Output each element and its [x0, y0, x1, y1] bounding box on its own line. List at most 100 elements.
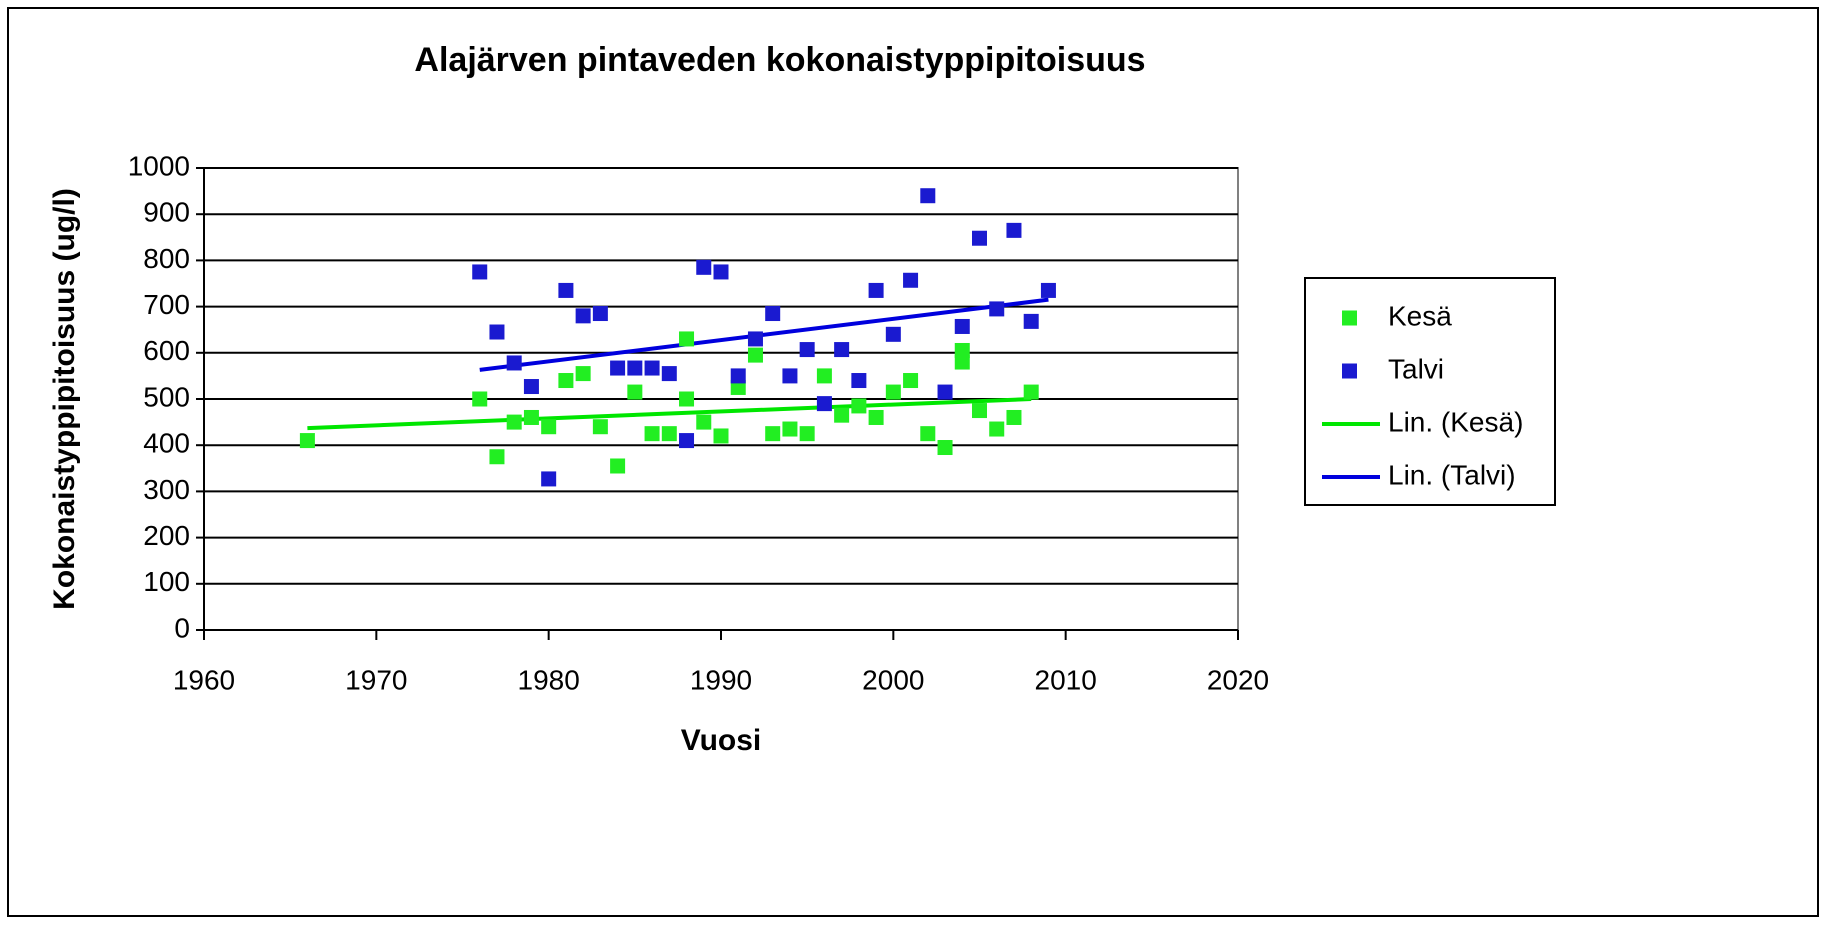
point — [1023, 313, 1039, 329]
point — [799, 342, 815, 358]
point — [765, 426, 781, 442]
point — [558, 373, 574, 389]
point — [696, 414, 712, 430]
x-tick-label: 1990 — [690, 664, 752, 695]
trend-line — [307, 397, 1032, 431]
point — [558, 282, 574, 298]
point — [972, 230, 987, 246]
point — [799, 426, 815, 442]
point — [523, 379, 539, 395]
x-tick-label: 1960 — [173, 664, 235, 695]
point — [816, 368, 832, 384]
x-tick-label: 1980 — [518, 664, 580, 695]
y-tick-label: 500 — [143, 381, 190, 412]
point — [610, 458, 626, 474]
point — [644, 426, 660, 442]
point — [765, 306, 781, 322]
point — [1006, 222, 1022, 238]
point — [592, 306, 608, 322]
point — [868, 282, 884, 298]
trend-line — [479, 297, 1049, 372]
point — [851, 398, 867, 414]
y-tick-label: 700 — [143, 289, 190, 320]
point — [541, 471, 557, 487]
legend-label: Lin. (Talvi) — [1388, 459, 1516, 490]
point — [937, 440, 953, 456]
y-tick-label: 400 — [143, 428, 190, 459]
point — [851, 373, 867, 389]
point — [506, 355, 522, 371]
y-tick-label: 100 — [143, 566, 190, 597]
point — [782, 421, 798, 437]
y-tick-label: 900 — [143, 197, 190, 228]
point — [627, 360, 643, 376]
point — [937, 384, 953, 400]
point — [730, 379, 746, 395]
point — [299, 433, 315, 449]
point — [713, 428, 729, 444]
point — [954, 342, 970, 358]
point — [903, 272, 919, 288]
x-tick-label: 2000 — [862, 664, 924, 695]
point — [834, 342, 850, 358]
legend-marker — [1342, 310, 1357, 326]
chart-title: Alajärven pintaveden kokonaistyppipitois… — [414, 41, 1145, 79]
point — [954, 354, 970, 370]
point — [610, 360, 626, 376]
point — [489, 449, 505, 465]
legend-label: Lin. (Kesä) — [1388, 406, 1523, 437]
point — [541, 419, 557, 435]
point — [834, 407, 850, 423]
point — [696, 259, 712, 275]
legend-label: Kesä — [1388, 300, 1452, 331]
point — [575, 308, 591, 324]
y-tick-label: 800 — [143, 243, 190, 274]
y-tick-label: 600 — [143, 335, 190, 366]
point — [575, 366, 591, 382]
point — [816, 396, 832, 412]
point — [920, 426, 936, 442]
point — [1006, 409, 1022, 425]
point — [747, 347, 763, 363]
point — [868, 409, 884, 425]
y-tick-label: 0 — [174, 612, 190, 643]
x-tick-label: 2010 — [1035, 664, 1097, 695]
point — [506, 414, 522, 430]
point — [989, 301, 1005, 317]
point — [903, 373, 919, 389]
point — [747, 331, 763, 347]
point — [954, 318, 970, 334]
point — [885, 326, 901, 342]
point — [920, 188, 936, 204]
x-axis-label: Vuosi — [681, 724, 762, 757]
point — [592, 419, 608, 435]
point — [730, 368, 746, 384]
legend-marker — [1342, 363, 1357, 379]
point — [1040, 282, 1056, 298]
point — [523, 409, 539, 425]
point — [679, 433, 695, 449]
point — [885, 384, 901, 400]
point — [1023, 384, 1039, 400]
point — [661, 366, 677, 382]
point — [472, 391, 488, 407]
point — [713, 264, 729, 280]
point — [679, 331, 695, 347]
point — [782, 368, 798, 384]
legend-label: Talvi — [1388, 353, 1444, 384]
point — [679, 391, 695, 407]
point — [989, 421, 1005, 437]
y-tick-label: 200 — [143, 520, 190, 551]
y-axis-label: Kokonaistyppipitoisuus (ug/l) — [48, 188, 81, 610]
point — [644, 360, 660, 376]
point — [489, 324, 505, 340]
y-tick-label: 1000 — [128, 150, 190, 181]
point — [472, 264, 488, 280]
point — [972, 403, 987, 419]
x-tick-label: 2020 — [1207, 664, 1269, 695]
point — [661, 426, 677, 442]
x-tick-label: 1970 — [345, 664, 407, 695]
y-tick-label: 300 — [143, 474, 190, 505]
point — [627, 384, 643, 400]
